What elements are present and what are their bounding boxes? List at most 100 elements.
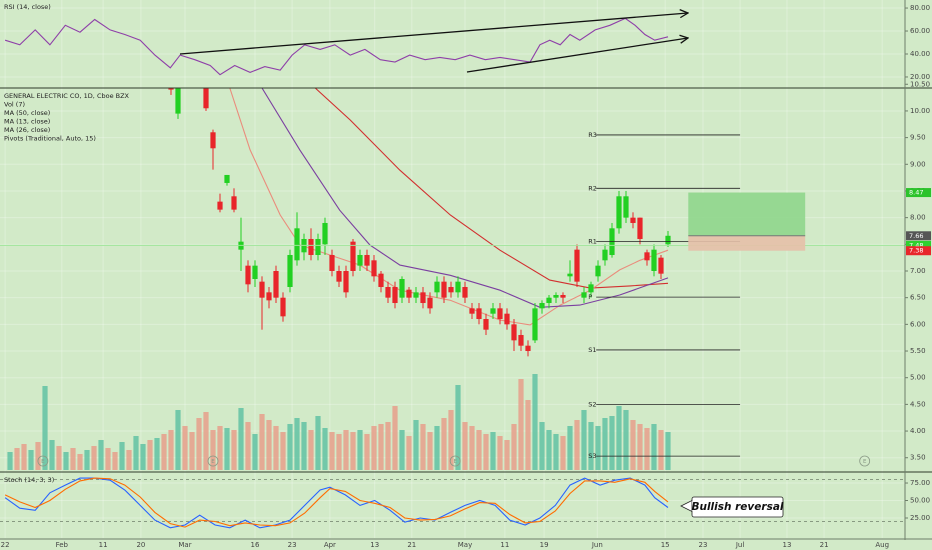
candle-body (539, 303, 545, 309)
volume-bar (658, 430, 664, 470)
volume-bar (140, 444, 146, 470)
candle-body (532, 308, 538, 341)
volume-bar (35, 442, 41, 470)
volume-bar (224, 428, 230, 470)
volume-bar (119, 442, 125, 470)
volume-bar (63, 452, 69, 470)
event-label: E (41, 459, 45, 465)
candle-body (581, 292, 587, 298)
price-tag (906, 231, 931, 241)
volume-bar (427, 432, 433, 470)
candle-body (385, 287, 391, 298)
y-tick-label: 9.50 (910, 134, 926, 142)
pivot-label: R3 (588, 131, 597, 139)
y-tick-label: 10.00 (910, 107, 930, 115)
volume-bar (665, 432, 671, 470)
candle-body (455, 281, 461, 293)
volume-bar (609, 416, 615, 470)
volume-bar (105, 448, 111, 470)
volume-bar (343, 430, 349, 470)
price-tag-label: 7.38 (909, 247, 923, 255)
candle-body (420, 292, 426, 304)
candle-body (273, 270, 279, 298)
candle-body (399, 279, 405, 298)
candle-body (217, 201, 223, 210)
volume-bar (280, 432, 286, 470)
candle-body (441, 281, 447, 298)
volume-bar (315, 416, 321, 470)
volume-bar (70, 448, 76, 470)
x-tick-label: Aug (875, 541, 889, 549)
volume-bar (630, 420, 636, 470)
y-tick-label: 5.00 (910, 374, 926, 382)
volume-bar (350, 432, 356, 470)
volume-bar (637, 424, 643, 470)
pivot-label: R2 (588, 184, 597, 192)
x-tick-label: 15 (661, 541, 670, 549)
candle-body (504, 313, 510, 325)
volume-bar (595, 426, 601, 470)
candle-body (476, 308, 482, 320)
volume-bar (469, 426, 475, 470)
volume-bar (98, 440, 104, 470)
position-loss (688, 235, 806, 251)
volume-bar (182, 426, 188, 470)
candle-body (574, 249, 580, 282)
moving-average (314, 88, 669, 289)
volume-bar (567, 426, 573, 470)
volume-bar (189, 432, 195, 470)
price-tag-label: 7.66 (909, 232, 923, 240)
candle-body (497, 308, 503, 320)
candle-body (651, 249, 657, 271)
volume-bar (364, 434, 370, 470)
candle-body (427, 297, 433, 309)
indicator-line (4, 477, 669, 528)
x-tick-label: 19 (540, 541, 549, 549)
event-marker (449, 455, 461, 467)
volume-bar (357, 430, 363, 470)
event-label: E (211, 459, 215, 465)
callout-text: Bullish reversal (691, 501, 783, 513)
volume-bar (49, 440, 55, 470)
candle-body (644, 252, 650, 261)
volume-bar (616, 406, 622, 470)
volume-bar (441, 418, 447, 470)
event-marker (859, 455, 871, 467)
volume-bar (497, 436, 503, 470)
volume-legend: Vol (7) (4, 101, 25, 109)
volume-bar (322, 428, 328, 470)
volume-bar (371, 426, 377, 470)
volume-bar (154, 438, 160, 470)
candle-body (364, 254, 370, 266)
pivot-label: S2 (588, 400, 596, 408)
y-tick-label: 6.00 (910, 320, 926, 328)
volume-bar (378, 424, 384, 470)
candle-body (511, 324, 517, 341)
volume-bar (651, 424, 657, 470)
volume-bar (413, 420, 419, 470)
volume-bar (518, 379, 524, 470)
callout: Bullish reversal (680, 496, 784, 518)
volume-bar (56, 446, 62, 470)
candle-body (343, 270, 349, 293)
volume-bar (147, 440, 153, 470)
x-tick-label: 20 (136, 541, 145, 549)
y-tick-label: 40.00 (910, 50, 930, 58)
x-tick-label: 23 (699, 541, 708, 549)
candle-body (392, 287, 398, 304)
candle-body (413, 292, 419, 298)
volume-bar (455, 385, 461, 470)
y-tick-label: 60.00 (910, 27, 930, 35)
candle-body (637, 217, 643, 239)
volume-bar (112, 452, 118, 470)
trend-line (179, 13, 688, 55)
volume-bar (196, 418, 202, 470)
candle-body (336, 270, 342, 282)
price-tag (906, 240, 931, 250)
volume-bar (385, 422, 391, 470)
volume-bar (462, 422, 468, 470)
trend-line (466, 38, 688, 73)
volume-bar (252, 434, 258, 470)
candle-body (490, 308, 496, 314)
